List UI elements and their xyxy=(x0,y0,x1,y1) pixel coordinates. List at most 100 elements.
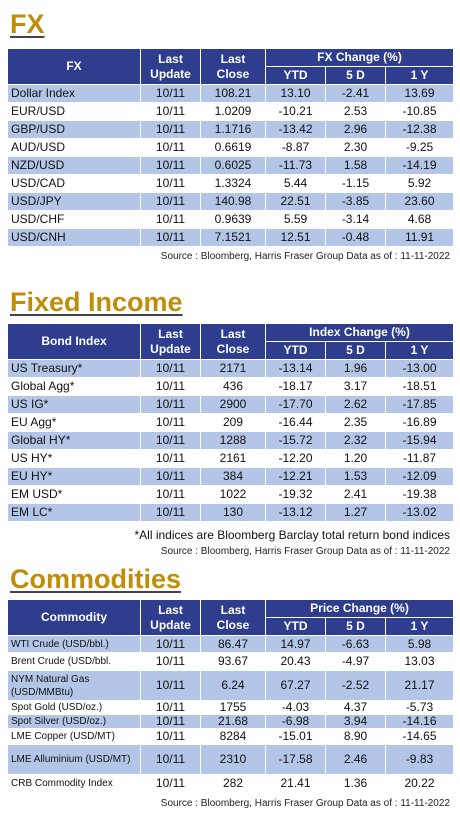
row-value: 1.53 xyxy=(325,467,386,486)
row-label: US IG* xyxy=(7,395,141,414)
row-value: 436 xyxy=(200,377,266,396)
row-value: 1.96 xyxy=(325,359,386,378)
header-cell: Bond Index xyxy=(7,323,141,360)
row-value: 10/11 xyxy=(140,413,201,432)
row-label: Spot Silver (USD/oz.) xyxy=(7,714,141,729)
row-value: -5.73 xyxy=(385,700,454,715)
row-value: 140.98 xyxy=(200,192,266,211)
row-value: -18.51 xyxy=(384,377,455,396)
row-value: -13.00 xyxy=(384,359,455,378)
row-value: -12.38 xyxy=(384,120,455,139)
row-label: Spot Gold (USD/oz.) xyxy=(7,700,141,715)
row-label: USD/CNH xyxy=(7,228,141,247)
data-row: Spot Silver (USD/oz.) 10/11 21.68 -6.98 3.94… xyxy=(7,714,454,729)
row-label: Global Agg* xyxy=(7,377,141,396)
row-value: -16.44 xyxy=(265,413,326,432)
row-value: -3.85 xyxy=(325,192,386,211)
row-value: -12.21 xyxy=(265,467,326,486)
row-value: 1.0209 xyxy=(200,102,266,121)
row-value: -17.58 xyxy=(265,744,326,775)
row-value: -10.21 xyxy=(265,102,326,121)
data-row: Spot Gold (USD/oz.) 10/11 1755 -4.03 4.37 -5.… xyxy=(7,700,454,715)
subheader-cell: 5 D xyxy=(325,341,386,360)
row-value: 0.6619 xyxy=(200,138,266,157)
row-value: 20.43 xyxy=(265,652,326,671)
row-value: 10/11 xyxy=(140,395,201,414)
row-label: NYM Natural Gas (USD/MMBtu) xyxy=(7,670,141,701)
row-value: -12.20 xyxy=(265,449,326,468)
row-label: WTI Crude (USD/bbl.) xyxy=(7,635,141,653)
row-value: -15.94 xyxy=(384,431,455,450)
row-value: -1.15 xyxy=(325,174,386,193)
row-value: -18.17 xyxy=(265,377,326,396)
row-value: 1.36 xyxy=(325,774,386,793)
row-value: 10/11 xyxy=(140,431,201,450)
row-value: 0.9639 xyxy=(200,210,266,229)
row-value: 4.68 xyxy=(384,210,455,229)
data-row: NYM Natural Gas (USD/MMBtu) 10/11 6.24 67.2… xyxy=(7,670,454,701)
row-label: EU Agg* xyxy=(7,413,141,432)
data-row: LME Copper (USD/MT) 10/11 8284 -15.01 8.90 -1… xyxy=(7,728,454,745)
row-value: 10/11 xyxy=(140,210,201,229)
row-value: -19.32 xyxy=(265,485,326,504)
row-value: 2.30 xyxy=(325,138,386,157)
row-label: Global HY* xyxy=(7,431,141,450)
row-value: -16.89 xyxy=(384,413,455,432)
source-line: Source : Bloomberg, Harris Fraser Group … xyxy=(160,798,450,809)
row-value: -9.83 xyxy=(385,744,454,775)
row-label: US HY* xyxy=(7,449,141,468)
row-value: 10/11 xyxy=(140,449,201,468)
row-label: CRB Commodity Index xyxy=(7,774,141,793)
subheader-cell: 5 D xyxy=(325,66,386,85)
data-row: Brent Crude (USD/bbl. 10/11 93.67 20.43 -4.9… xyxy=(7,652,454,671)
row-value: -0.48 xyxy=(325,228,386,247)
row-value: 10/11 xyxy=(140,359,201,378)
data-table: Commodity Last Update Last Close Price Chan… xyxy=(7,599,454,793)
header-cell: Price Change (%) xyxy=(265,599,454,618)
row-value: 10/11 xyxy=(140,192,201,211)
subheader-cell: 1 Y xyxy=(384,66,455,85)
row-label: US Treasury* xyxy=(7,359,141,378)
section-title: FX xyxy=(10,9,45,39)
row-value: 5.59 xyxy=(265,210,326,229)
row-value: 2.32 xyxy=(325,431,386,450)
row-value: 21.68 xyxy=(200,714,266,729)
header-row: FX Last Update Last Close FX Change (%) xyxy=(7,48,455,85)
subheader-cell: 1 Y xyxy=(385,617,454,636)
row-value: 1288 xyxy=(200,431,266,450)
row-value: 10/11 xyxy=(140,652,201,671)
row-value: -15.72 xyxy=(265,431,326,450)
row-value: 1.1716 xyxy=(200,120,266,139)
row-label: USD/CHF xyxy=(7,210,141,229)
row-value: 1.27 xyxy=(325,503,386,522)
row-value: 2.96 xyxy=(325,120,386,139)
row-value: 5.92 xyxy=(384,174,455,193)
row-value: -15.01 xyxy=(265,728,326,745)
row-value: 8284 xyxy=(200,728,266,745)
row-label: NZD/USD xyxy=(7,156,141,175)
row-label: LME Alluminium (USD/MT) xyxy=(7,744,141,775)
row-value: 10/11 xyxy=(140,228,201,247)
data-row: USD/CNH 10/11 7.1521 12.51 -0.48 11.91 xyxy=(7,228,455,247)
data-row: Dollar Index 10/11 108.21 13.10 -2.41 13.69 xyxy=(7,84,455,103)
subheader-cell: 5 D xyxy=(325,617,386,636)
row-value: 21.41 xyxy=(265,774,326,793)
data-table: Bond Index Last Update Last Close Index Cha… xyxy=(7,323,455,522)
row-value: 0.6025 xyxy=(200,156,266,175)
data-row: GBP/USD 10/11 1.1716 -13.42 2.96 -12.38 xyxy=(7,120,455,139)
row-value: 23.60 xyxy=(384,192,455,211)
data-row: NZD/USD 10/11 0.6025 -11.73 1.58 -14.19 xyxy=(7,156,455,175)
header-cell: Last Close xyxy=(200,599,266,636)
data-row: EM LC* 10/11 130 -13.12 1.27 -13.02 xyxy=(7,503,455,522)
row-value: 2.46 xyxy=(325,744,386,775)
row-value: -8.87 xyxy=(265,138,326,157)
row-value: 10/11 xyxy=(140,377,201,396)
row-label: EM LC* xyxy=(7,503,141,522)
row-value: 11.91 xyxy=(384,228,455,247)
row-value: -13.42 xyxy=(265,120,326,139)
data-row: US Treasury* 10/11 2171 -13.14 1.96 -13.00 xyxy=(7,359,455,378)
row-value: 21.17 xyxy=(385,670,454,701)
row-value: 13.10 xyxy=(265,84,326,103)
row-value: 1.20 xyxy=(325,449,386,468)
row-value: 10/11 xyxy=(140,467,201,486)
